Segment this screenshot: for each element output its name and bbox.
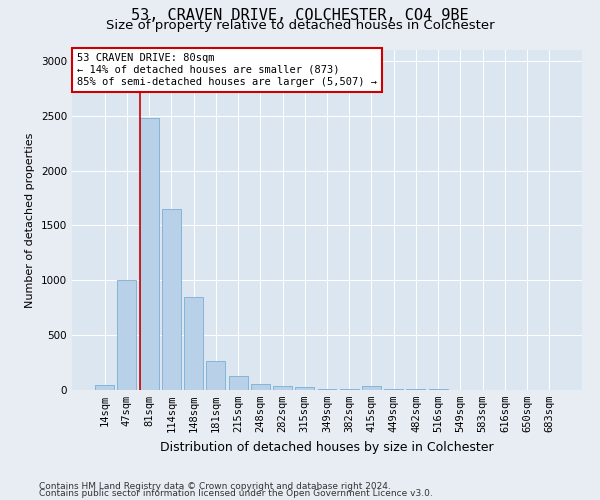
Text: Size of property relative to detached houses in Colchester: Size of property relative to detached ho… (106, 19, 494, 32)
Text: Contains HM Land Registry data © Crown copyright and database right 2024.: Contains HM Land Registry data © Crown c… (39, 482, 391, 491)
Bar (118, 280, 136, 390)
Text: 53, CRAVEN DRIVE, COLCHESTER, CO4 9BE: 53, CRAVEN DRIVE, COLCHESTER, CO4 9BE (131, 8, 469, 22)
Bar (162, 209, 181, 390)
Bar (184, 297, 203, 390)
Bar (229, 376, 248, 390)
Bar (317, 389, 337, 390)
Bar (273, 386, 292, 390)
Text: 53 CRAVEN DRIVE: 80sqm
← 14% of detached houses are smaller (873)
85% of semi-de: 53 CRAVEN DRIVE: 80sqm ← 14% of detached… (77, 54, 377, 86)
Y-axis label: Number of detached properties: Number of detached properties (25, 132, 35, 308)
Bar (295, 388, 314, 390)
Bar (206, 362, 225, 390)
Bar (251, 384, 270, 390)
Text: Contains public sector information licensed under the Open Government Licence v3: Contains public sector information licen… (39, 489, 433, 498)
Bar (95, 384, 114, 390)
Bar (140, 118, 158, 390)
Bar (362, 386, 381, 390)
X-axis label: Distribution of detached houses by size in Colchester: Distribution of detached houses by size … (160, 440, 494, 454)
